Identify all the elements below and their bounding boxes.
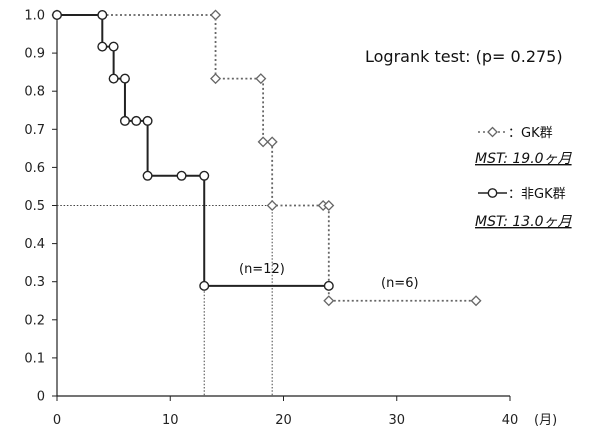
- y-tick-label: 0.9: [24, 47, 45, 62]
- gk-point: [210, 73, 222, 85]
- legend-non-gk-circle-icon: [487, 188, 498, 198]
- non-gk-point: [108, 41, 119, 52]
- axes: 0 0.1 0.2 0.3 0.4 0.5 0.6 0.7 0.8 0.9 1.0 0 10 20 30 40…: [24, 9, 557, 429]
- y-tick-label: 0.8: [24, 85, 45, 100]
- non-gk-point: [108, 73, 119, 84]
- y-tick-label: 0.7: [24, 123, 45, 138]
- non-gk-point: [142, 115, 153, 126]
- median-guide-lines: [57, 205, 273, 396]
- gk-point: [266, 199, 278, 212]
- gk-point: [323, 295, 335, 307]
- y-tick-label: 0.1: [24, 351, 45, 366]
- non-gk-point: [142, 170, 153, 181]
- y-tick-label: 1.0: [24, 9, 45, 24]
- legend-gk-mst: MST: 19.0ヶ月: [475, 151, 573, 167]
- non-gk-point: [119, 115, 130, 126]
- y-tick-label: 0.4: [24, 237, 45, 252]
- non-gk-point: [119, 73, 130, 84]
- x-tick-label: 40: [502, 413, 519, 428]
- gk-point: [323, 199, 335, 212]
- legend-non-gk: ：非GK群 MST: 13.0ヶ月: [475, 187, 573, 230]
- non-gk-point: [97, 41, 108, 52]
- x-tick-label: 10: [162, 413, 179, 428]
- legend-non-gk-label: ：非GK群: [508, 187, 566, 202]
- y-tick-label: 0.6: [24, 161, 45, 176]
- non-gk-point: [199, 170, 210, 181]
- x-tick-label: 30: [388, 413, 405, 428]
- series-group: [51, 9, 482, 307]
- legend-non-gk-mst: MST: 13.0ヶ月: [475, 214, 573, 230]
- non-gk-point: [323, 280, 334, 291]
- gk-point: [470, 295, 482, 307]
- gk-point: [257, 136, 269, 148]
- y-tick-label: 0.3: [24, 275, 45, 290]
- x-unit-label: (月): [534, 413, 557, 428]
- y-tick-label: 0.2: [24, 313, 45, 328]
- n-label-non-gk: (n=12): [239, 262, 285, 277]
- non-gk-survival-line: [57, 14, 329, 287]
- non-gk-point: [199, 280, 210, 291]
- legend-gk-diamond-icon: [487, 126, 498, 138]
- x-tick-label: 20: [275, 413, 292, 428]
- non-gk-point: [176, 170, 187, 181]
- x-tick-label: 0: [53, 413, 61, 428]
- n-label-gk: (n=6): [381, 276, 419, 291]
- legend-gk-label: ：GK群: [508, 126, 553, 141]
- y-tick-label: 0: [37, 390, 45, 405]
- gk-point: [210, 9, 222, 21]
- non-gk-point: [97, 9, 108, 21]
- gk-point: [255, 73, 267, 85]
- non-gk-point: [131, 115, 142, 126]
- non-gk-point: [52, 9, 63, 21]
- legend-gk: ：GK群 MST: 19.0ヶ月: [475, 126, 573, 167]
- logrank-test-label: Logrank test: (p= 0.275): [365, 47, 563, 66]
- y-tick-label: 0.5: [24, 199, 45, 214]
- gk-point: [266, 136, 278, 148]
